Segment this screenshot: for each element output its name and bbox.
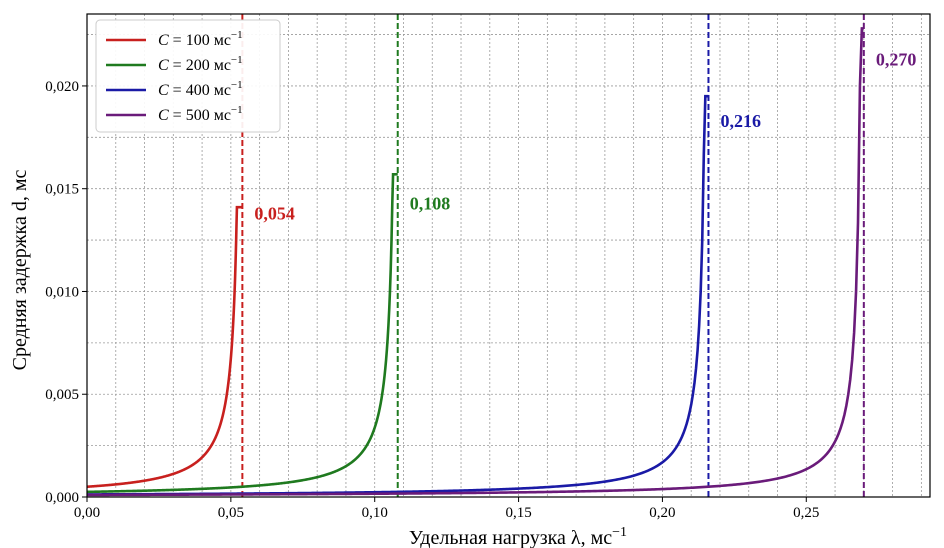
- asymptote-annotations: 0,054 0,108 0,216 0,270: [254, 49, 916, 223]
- x-axis-title-superscript: −1: [612, 525, 627, 540]
- asymptote-annotation: 0,216: [720, 111, 761, 131]
- asymptote-annotation: 0,108: [410, 193, 451, 213]
- y-tick-label: 0,020: [45, 79, 79, 95]
- y-tick-label: 0,005: [45, 387, 79, 403]
- asymptote-annotation: 0,054: [254, 204, 294, 224]
- x-tick-label: 0,05: [218, 505, 244, 521]
- y-tick-label: 0,000: [45, 490, 79, 506]
- asymptote-annotation: 0,270: [876, 49, 917, 69]
- asymptote-lines: [241, 14, 865, 497]
- legend-label: C = 500 мс−1: [158, 104, 243, 124]
- x-tick-label: 0,15: [505, 505, 531, 521]
- legend: C = 100 мс−1 C = 200 мс−1 C = 400 мс−1 C = …: [95, 19, 281, 133]
- legend-box: [95, 19, 281, 133]
- series-lines: [86, 27, 864, 497]
- x-axis-title: Удельная нагрузка λ, мс−1: [409, 525, 627, 548]
- x-tick-label: 0,20: [649, 505, 675, 521]
- legend-label: C = 100 мс−1: [158, 29, 243, 49]
- series-line: [86, 205, 243, 489]
- x-tick-label: 0,00: [74, 505, 100, 521]
- series-line: [86, 173, 398, 494]
- x-tick-label: 0,10: [362, 505, 388, 521]
- axis-ticks: 0,00 0,05 0,10 0,15 0,20 0,25 0,000 0,005 0,010 0…: [45, 79, 819, 521]
- y-axis-title: Средняя задержка d, мс: [9, 170, 31, 371]
- series-line: [87, 27, 864, 497]
- y-tick-label: 0,010: [45, 284, 79, 300]
- x-tick-label: 0,25: [793, 505, 819, 521]
- y-tick-label: 0,015: [45, 182, 79, 198]
- plot-frame: [86, 13, 931, 498]
- grid-lines: [86, 14, 930, 498]
- legend-label: C = 200 мс−1: [158, 54, 243, 74]
- legend-label: C = 400 мс−1: [158, 79, 243, 99]
